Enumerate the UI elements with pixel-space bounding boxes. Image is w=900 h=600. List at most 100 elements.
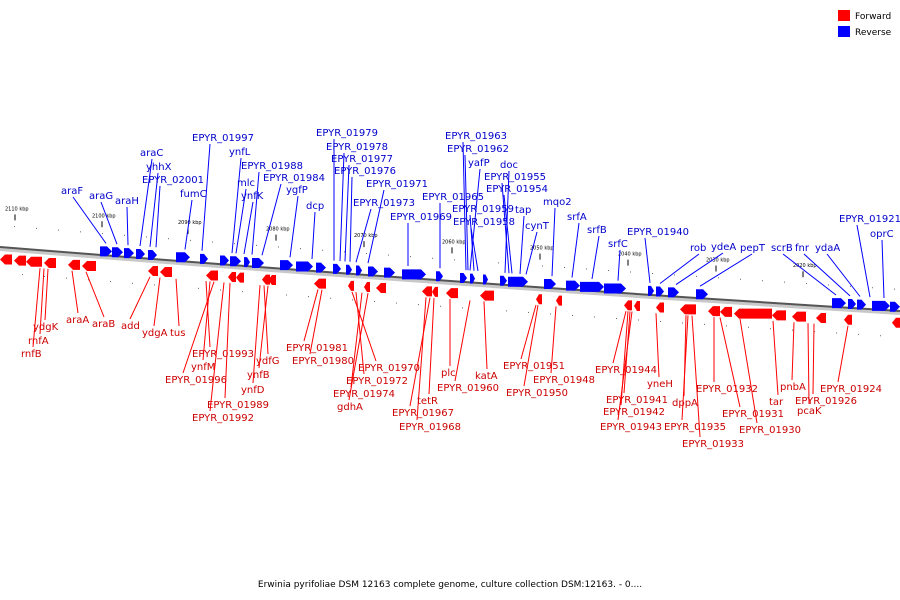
forward-gene-label: katA bbox=[475, 371, 498, 382]
scale-dot bbox=[850, 285, 851, 287]
forward-gene-arrow bbox=[268, 275, 276, 286]
forward-gene-arrow bbox=[148, 266, 158, 277]
scale-dot bbox=[190, 239, 191, 241]
forward-gene-arrow bbox=[634, 300, 640, 311]
reverse-gene-label: srfA bbox=[567, 212, 587, 223]
scale-dot bbox=[330, 297, 331, 299]
reverse-gene-label: araH bbox=[115, 196, 139, 207]
reverse-gene-label: scrB bbox=[771, 243, 793, 254]
reverse-gene-label: mlc bbox=[237, 178, 255, 189]
scale-dot bbox=[300, 248, 301, 250]
forward-gene-arrow bbox=[844, 314, 852, 325]
legend-reverse-swatch bbox=[838, 26, 850, 37]
reverse-gene-leader bbox=[355, 208, 372, 263]
scale-dot bbox=[762, 280, 763, 282]
reverse-gene-leader bbox=[503, 194, 513, 274]
scale-dot bbox=[740, 278, 741, 280]
reverse-gene-label: araC bbox=[140, 148, 163, 159]
kbp-tick-label: 2090 kbp bbox=[178, 220, 202, 226]
forward-gene-arrow bbox=[734, 308, 772, 319]
scale-dot bbox=[344, 251, 345, 253]
scale-dot bbox=[88, 279, 89, 281]
reverse-gene-label: EPYR_01954 bbox=[486, 184, 548, 195]
scale-dot bbox=[638, 319, 639, 321]
forward-gene-label: EPYR_01950 bbox=[506, 388, 568, 399]
reverse-gene-leader bbox=[184, 199, 193, 250]
scale-dot bbox=[322, 249, 323, 251]
reverse-gene-leader bbox=[261, 183, 282, 256]
forward-gene-label: tus bbox=[170, 328, 185, 339]
forward-gene-leader bbox=[32, 268, 41, 348]
scale-dot bbox=[454, 259, 455, 261]
forward-gene-leader bbox=[351, 291, 377, 362]
reverse-gene-leader bbox=[126, 206, 129, 246]
reverse-gene-label: cynT bbox=[525, 221, 550, 232]
reverse-gene-arrow bbox=[544, 279, 556, 290]
reverse-gene-leader bbox=[367, 189, 385, 264]
kbp-tick-label: 2110 kbp bbox=[5, 206, 29, 212]
reverse-gene-arrow bbox=[124, 248, 134, 259]
scale-dot bbox=[594, 316, 595, 318]
forward-gene-arrow bbox=[68, 259, 80, 270]
reverse-gene-leader bbox=[72, 196, 107, 244]
reverse-gene-label: EPYR_01940 bbox=[627, 227, 689, 238]
reverse-gene-arrow bbox=[648, 285, 654, 296]
forward-gene-label: ynfD bbox=[241, 385, 265, 396]
reverse-gene-label: EPYR_01971 bbox=[366, 179, 428, 190]
forward-gene-leader bbox=[153, 277, 161, 327]
forward-gene-arrow bbox=[432, 286, 438, 297]
scale-dot bbox=[784, 281, 785, 283]
scale-dot bbox=[630, 271, 631, 273]
reverse-gene-arrow bbox=[230, 256, 241, 267]
forward-gene-leader bbox=[739, 318, 758, 424]
forward-gene-arrow bbox=[236, 272, 244, 283]
scale-dot bbox=[704, 323, 705, 325]
reverse-gene-arrow bbox=[316, 262, 326, 273]
reverse-gene-label: EPYR_01997 bbox=[192, 133, 254, 144]
forward-gene-arrow bbox=[44, 257, 56, 268]
reverse-gene-arrow bbox=[832, 298, 846, 309]
reverse-gene-leader bbox=[155, 185, 161, 248]
forward-gene-leader bbox=[617, 311, 633, 421]
forward-gene-arrow bbox=[720, 306, 732, 317]
forward-gene-arrow bbox=[348, 280, 354, 291]
forward-gene-label: ynfM bbox=[191, 362, 215, 373]
scale-dot bbox=[102, 233, 103, 235]
forward-gene-arrow bbox=[262, 274, 270, 285]
forward-gene-arrow bbox=[376, 283, 386, 294]
forward-gene-leader bbox=[772, 320, 779, 396]
scale-dot bbox=[660, 320, 661, 322]
reverse-gene-arrow bbox=[508, 276, 528, 287]
scale-dot bbox=[234, 243, 235, 245]
reverse-gene-arrow bbox=[346, 264, 352, 275]
scale-dot bbox=[110, 281, 111, 283]
scale-dot bbox=[212, 241, 213, 243]
reverse-gene-arrow bbox=[136, 249, 145, 260]
forward-gene-label: EPYR_01948 bbox=[533, 375, 595, 386]
forward-gene-label: EPYR_01970 bbox=[358, 363, 420, 374]
scale-dot bbox=[410, 256, 411, 258]
reverse-gene-arrow bbox=[148, 249, 157, 260]
reverse-gene-leader bbox=[856, 224, 871, 298]
forward-gene-label: gdhA bbox=[337, 402, 363, 413]
scale-dot bbox=[352, 299, 353, 301]
scale-dot bbox=[858, 333, 859, 335]
forward-gene-arrow bbox=[422, 286, 432, 297]
forward-gene-leader bbox=[483, 301, 488, 370]
forward-gene-label: plc bbox=[441, 368, 456, 379]
scale-dot bbox=[36, 227, 37, 229]
forward-gene-leader bbox=[303, 289, 319, 342]
reverse-gene-arrow bbox=[656, 286, 664, 297]
forward-gene-leader bbox=[252, 285, 261, 384]
forward-gene-arrow bbox=[680, 304, 696, 315]
reverse-gene-arrow bbox=[668, 287, 679, 298]
forward-gene-label: EPYR_01951 bbox=[503, 361, 565, 372]
scale-dot bbox=[418, 304, 419, 306]
forward-gene-label: EPYR_01967 bbox=[392, 408, 454, 419]
reverse-gene-arrow bbox=[244, 257, 250, 268]
reverse-gene-leader bbox=[675, 252, 724, 285]
reverse-gene-leader bbox=[464, 154, 469, 271]
reverse-gene-label: EPYR_01963 bbox=[445, 131, 507, 142]
forward-gene-label: yneH bbox=[647, 379, 673, 390]
